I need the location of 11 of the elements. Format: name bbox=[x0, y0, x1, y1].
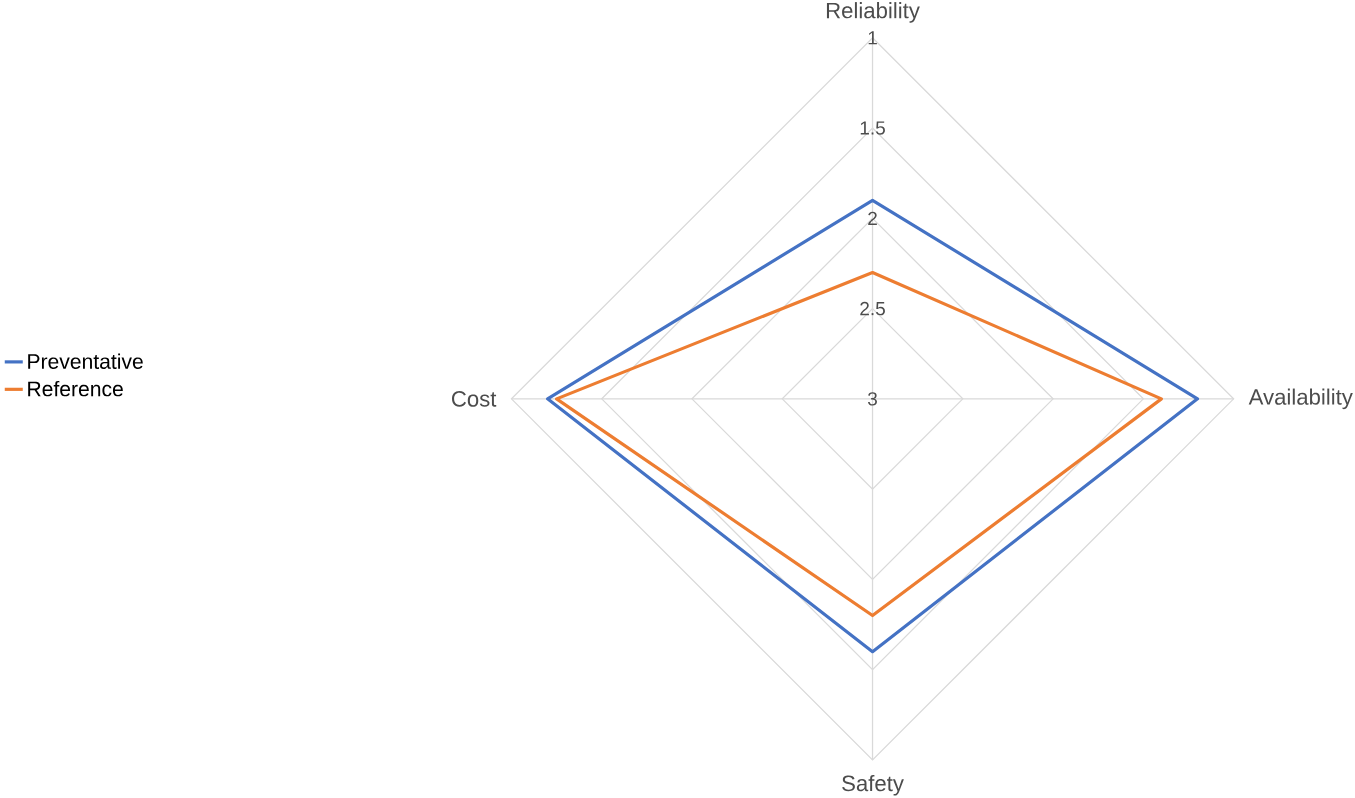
y-tick-label: 2 bbox=[868, 211, 877, 226]
y-tick-label: 3 bbox=[867, 392, 877, 406]
y-tick-label: 1 bbox=[868, 31, 877, 45]
legend-label: Reference bbox=[28, 381, 123, 397]
spoke-label: Availability bbox=[1248, 388, 1353, 410]
y-tick-label: 1.5 bbox=[860, 121, 885, 135]
spoke-label: Safety bbox=[842, 775, 904, 796]
y-tick-label: 2.5 bbox=[860, 301, 885, 316]
spoke-label: Cost bbox=[452, 391, 497, 407]
spoke-label: Reliability bbox=[826, 2, 920, 23]
legend-label: Preventative bbox=[28, 353, 143, 370]
